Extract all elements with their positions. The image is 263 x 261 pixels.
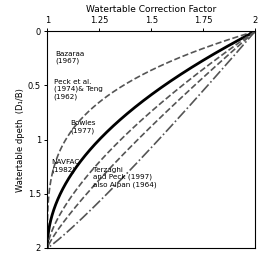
Text: Bazaraa
(1967): Bazaraa (1967)	[56, 51, 85, 64]
Text: NAVFAC
(1982): NAVFAC (1982)	[52, 159, 80, 173]
Text: Bowles
(1977): Bowles (1977)	[70, 120, 96, 134]
X-axis label: Watertable Correction Factor: Watertable Correction Factor	[86, 5, 216, 14]
Text: Terzaghi
and Peck (1997)
also Alpan (1964): Terzaghi and Peck (1997) also Alpan (196…	[93, 167, 157, 188]
Y-axis label: Watertable dpeth  (D₁/B): Watertable dpeth (D₁/B)	[16, 88, 25, 192]
Text: Peck et al.
(1974)& Teng
(1962): Peck et al. (1974)& Teng (1962)	[54, 79, 103, 100]
